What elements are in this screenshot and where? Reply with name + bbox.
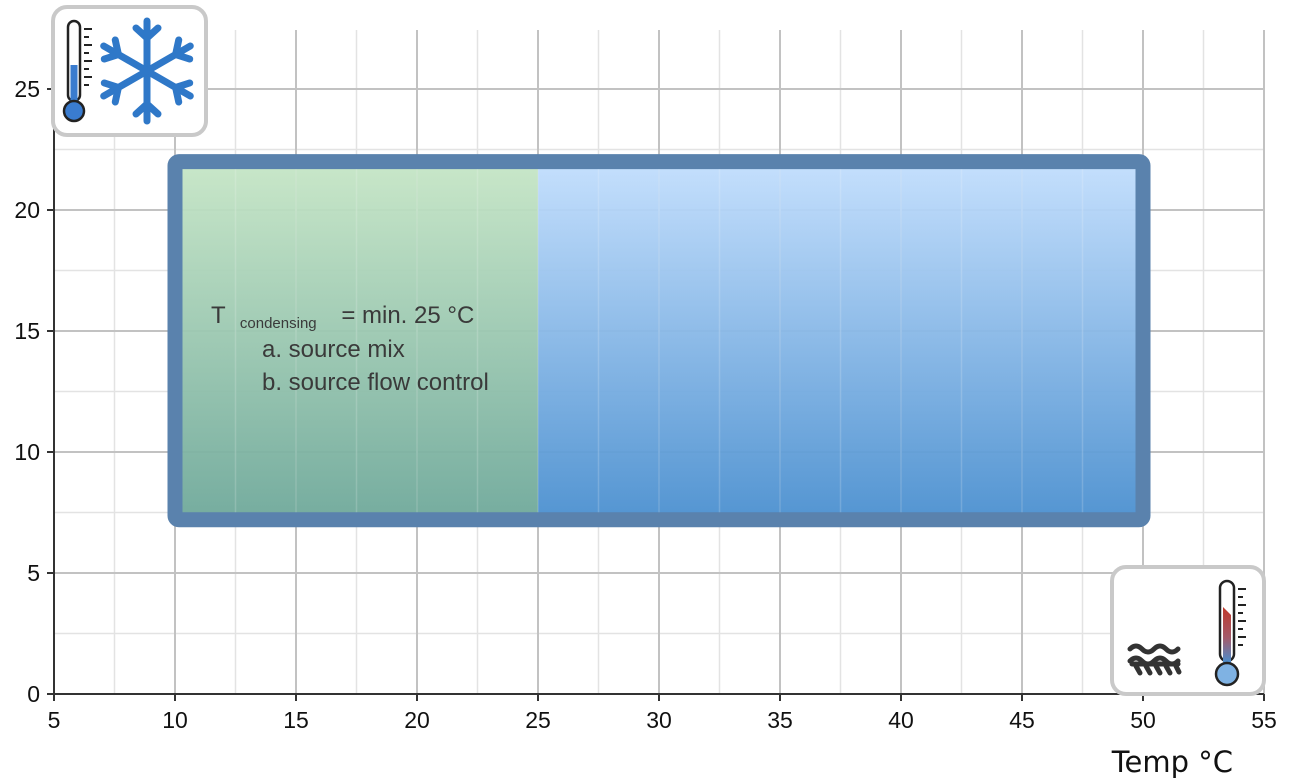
x-axis-label: Temp °C [1111, 745, 1233, 779]
x-tick-label: 45 [1009, 707, 1035, 733]
x-tick-label: 55 [1251, 707, 1277, 733]
y-tick-labels: 0 5 10 15 20 25 [14, 76, 54, 707]
y-tick-label: 25 [14, 76, 40, 102]
region-0 [175, 161, 538, 520]
x-tick-label: 20 [404, 707, 430, 733]
heat-waves-icon [1127, 643, 1182, 676]
snowflake-icon [98, 17, 196, 121]
region-outline [167, 154, 1151, 528]
region-1 [538, 161, 1143, 520]
annotation-subscript: condensing [240, 315, 317, 332]
thermometer-cold-icon [62, 19, 92, 123]
y-tick-label: 10 [14, 439, 40, 465]
x-tick-label: 15 [283, 707, 309, 733]
heating-icon [1110, 565, 1266, 696]
y-tick-label: 15 [14, 318, 40, 344]
x-tick-label: 35 [767, 707, 793, 733]
x-tick-label: 40 [888, 707, 914, 733]
x-tick-label: 5 [48, 707, 61, 733]
x-tick-label: 25 [525, 707, 551, 733]
annotation-value: = min. 25 °C [341, 302, 474, 329]
annotation-symbol: T [211, 302, 226, 329]
y-tick-label: 5 [27, 560, 40, 586]
x-tick-label: 10 [162, 707, 188, 733]
cooling-icon [51, 5, 208, 137]
svg-text:T condensing = min: T condensing = min. 25 °C [211, 302, 474, 334]
annotation-line-b: b. source flow control [262, 369, 489, 396]
y-tick-label: 20 [14, 197, 40, 223]
thermometer-hot-icon [1214, 579, 1246, 687]
annotation-line-a: a. source mix [262, 336, 405, 363]
y-tick-label: 0 [27, 681, 40, 707]
regions [167, 154, 1151, 528]
x-tick-label: 50 [1130, 707, 1156, 733]
x-tick-labels: 5 10 15 20 25 30 35 40 45 50 55 [48, 694, 1277, 733]
x-tick-label: 30 [646, 707, 672, 733]
annotation: T condensing = min. 25 °C a. source mix … [211, 302, 489, 396]
